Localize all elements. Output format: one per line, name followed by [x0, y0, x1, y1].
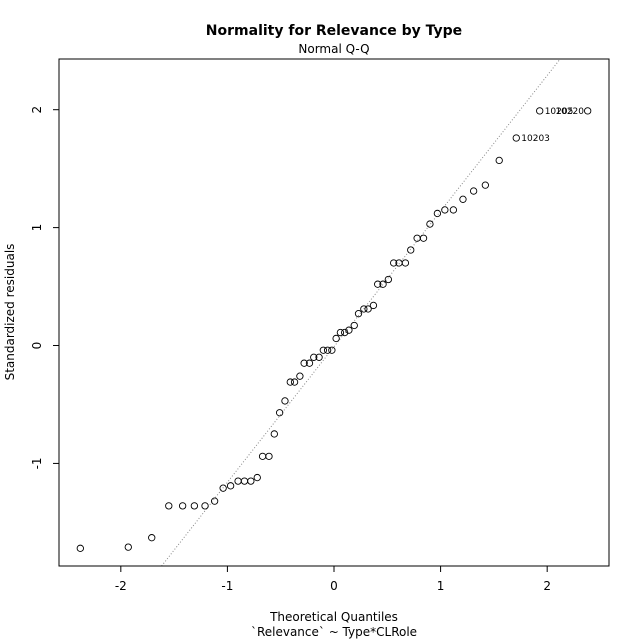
data-point	[76, 544, 84, 552]
x-tick-label: 2	[543, 579, 551, 593]
point-label: 10220	[555, 107, 584, 117]
data-point	[350, 321, 358, 330]
data-point	[310, 353, 318, 361]
data-point	[319, 346, 327, 354]
data-point	[296, 372, 304, 380]
data-point	[354, 310, 363, 318]
x-axis: -2 -1 0 1 2	[115, 566, 551, 593]
data-point	[148, 534, 156, 542]
data-point	[360, 305, 368, 313]
data-point	[290, 378, 299, 386]
y-tick-label: 0	[30, 342, 44, 350]
x-tick-label: 1	[437, 579, 445, 593]
data-point	[226, 482, 235, 490]
chart-subtitle: Normal Q-Q	[298, 42, 369, 56]
data-point	[481, 181, 490, 189]
data-point	[469, 187, 478, 195]
x-tick-label: 0	[330, 579, 338, 593]
data-point	[275, 409, 284, 417]
data-point	[332, 334, 340, 343]
data-point	[426, 220, 434, 228]
y-axis: -1 0 1 2	[30, 106, 59, 469]
data-point	[234, 477, 242, 485]
x-tick-label: -2	[115, 579, 127, 593]
data-point	[258, 452, 267, 460]
data-point	[210, 497, 219, 505]
data-point	[315, 353, 323, 361]
data-point	[433, 209, 442, 218]
data-point	[253, 473, 261, 482]
data-point	[265, 452, 273, 460]
data-point	[364, 305, 372, 313]
chart-title: Normality for Relevance by Type	[206, 23, 462, 39]
data-point	[390, 259, 398, 267]
points-layer	[76, 107, 592, 552]
data-point	[374, 280, 382, 288]
data-point	[384, 275, 393, 284]
data-point	[124, 543, 132, 551]
data-point	[401, 259, 410, 267]
data-point	[441, 206, 449, 214]
qq-reference-line	[161, 58, 561, 567]
data-point	[369, 301, 378, 310]
y-tick-label: 1	[30, 224, 44, 232]
y-tick-label: -1	[30, 457, 44, 469]
data-point	[407, 246, 415, 254]
data-point	[270, 430, 278, 438]
data-point	[219, 484, 227, 492]
data-point	[286, 378, 294, 386]
data-point	[328, 346, 336, 354]
data-point	[336, 328, 345, 337]
data-point	[345, 326, 353, 334]
x-axis-label: Theoretical Quantiles	[269, 610, 398, 624]
data-point	[247, 477, 255, 485]
data-point	[459, 195, 467, 203]
data-point	[281, 397, 289, 405]
point-label: 10203	[521, 134, 550, 144]
data-point	[419, 234, 428, 242]
data-point	[584, 107, 592, 115]
data-point	[495, 156, 503, 165]
data-point	[305, 359, 314, 367]
y-axis-label: Standardized residuals	[3, 244, 17, 381]
data-point	[190, 502, 199, 510]
point-label: 10205	[545, 107, 574, 117]
x-tick-label: -1	[221, 579, 233, 593]
y-tick-label: 2	[30, 106, 44, 114]
x-axis-sublabel: `Relevance` ~ Type*CLRole	[251, 625, 417, 639]
data-point	[165, 502, 173, 510]
data-point	[201, 502, 209, 510]
data-point	[512, 134, 520, 142]
data-point	[449, 206, 458, 214]
data-point	[536, 107, 544, 115]
data-point	[379, 280, 387, 288]
data-point	[178, 502, 187, 510]
data-point	[240, 477, 249, 485]
data-point	[300, 359, 308, 367]
data-point	[341, 328, 349, 337]
data-point	[323, 346, 332, 354]
reference-line-layer	[161, 58, 561, 567]
